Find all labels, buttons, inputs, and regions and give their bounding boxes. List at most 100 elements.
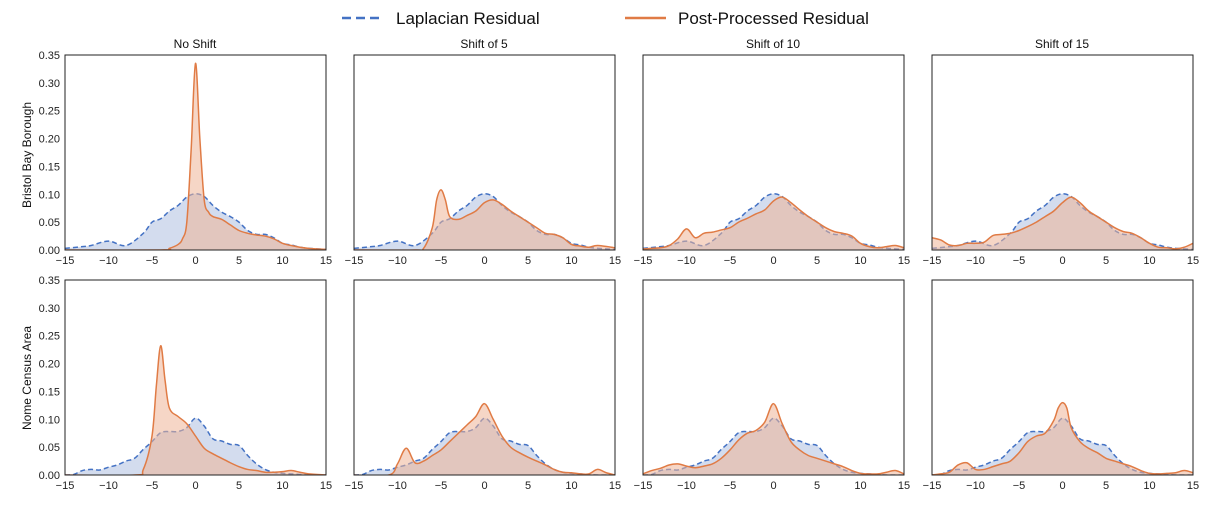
x-tick-label: −5 [435,480,448,492]
panel-frame [353,279,616,476]
postprocessed-residual-line [65,62,326,250]
x-tick-label: −10 [966,480,985,492]
panel-frame [931,279,1194,476]
x-tick-label: 15 [898,480,910,492]
postprocessed-residual-area [643,197,904,250]
row-label-bristol-bay: Bristol Bay Borough [20,102,34,208]
y-tick-label: 0.20 [39,359,60,371]
x-tick-label: 5 [236,255,242,267]
x-tick-label: −15 [923,255,942,267]
legend-label-postprocessed: Post-Processed Residual [678,9,869,28]
x-tick-label: −5 [724,255,737,267]
x-tick-label: 10 [1143,480,1155,492]
y-tick-label: 0.05 [39,442,60,454]
x-tick-label: −15 [56,255,75,267]
x-tick-label: −5 [1013,480,1026,492]
panel-frame [931,54,1194,251]
panel-frame [64,54,327,251]
y-tick-label: 0.30 [39,78,60,90]
panel-frame [353,54,616,251]
panel-nome-census-area-no-shift: −15 −10 −5 0 5 10 15 0.00 0.05 0.10 0.15 0.20 0.25 0.… [39,275,333,492]
x-tick-label: −10 [388,255,407,267]
postprocessed-residual-area [932,402,1193,475]
postprocessed-residual-line [65,344,326,475]
panel-bristol-bay-borough-no-shift: −15 −10 −5 0 5 10 15 0.00 0.05 0.10 0.15 0.20 0.25 0.… [39,50,333,267]
y-tick-label: 0.00 [39,245,60,257]
postprocessed-residual-area [65,63,326,250]
x-tick-label: −5 [435,255,448,267]
x-tick-label: 10 [565,480,577,492]
x-tick-label: 10 [854,255,866,267]
column-title-no-shift: No Shift [174,37,217,51]
panels: −15 −10 −5 0 5 10 15 0.00 0.05 0.10 0.15 0.20 0.25 0.… [39,50,1200,492]
postprocessed-residual-line [354,189,615,250]
x-tick-label: 0 [192,480,198,492]
x-tick-label: 0 [192,255,198,267]
panel-frame [64,279,327,476]
x-tick-label: −10 [99,480,118,492]
x-tick-label: −10 [966,255,985,267]
plot-area [643,402,904,475]
panel-frame [642,279,905,476]
postprocessed-residual-line [932,196,1193,250]
x-tick-label: 15 [609,255,621,267]
y-tick-label: 0.25 [39,106,60,118]
x-tick-label: −15 [634,255,653,267]
x-tick-label: −15 [345,480,364,492]
plot-area [932,401,1193,475]
plot-area [932,192,1193,250]
plot-area [65,62,326,250]
postprocessed-residual-line [643,196,904,250]
x-tick-label: 0 [481,480,487,492]
legend-label-laplacian: Laplacian Residual [396,9,540,28]
x-tick-label: 0 [1059,480,1065,492]
panel-frame [642,54,905,251]
panel-bristol-bay-borough-shift-of-10: −15 −10 −5 0 5 10 15 [634,54,910,267]
x-tick-label: 15 [1187,255,1199,267]
y-tick-label: 0.30 [39,303,60,315]
column-title-shift-10: Shift of 10 [746,37,800,51]
y-tick-label: 0.10 [39,189,60,201]
x-tick-label: −10 [388,480,407,492]
x-tick-label: 0 [770,255,776,267]
panel-nome-census-area-shift-of-10: −15 −10 −5 0 5 10 15 [634,279,910,492]
x-tick-label: −5 [146,480,159,492]
x-tick-label: 10 [1143,255,1155,267]
y-tick-label: 0.15 [39,386,60,398]
y-tick-label: 0.25 [39,331,60,343]
column-title-shift-15: Shift of 15 [1035,37,1089,51]
x-tick-label: 5 [814,480,820,492]
plot-area [354,189,615,250]
x-tick-label: 0 [770,480,776,492]
x-tick-label: −10 [99,255,118,267]
x-tick-label: 0 [481,255,487,267]
x-tick-label: 10 [854,480,866,492]
x-tick-label: 10 [276,480,288,492]
x-tick-label: −5 [724,480,737,492]
x-tick-label: 5 [525,480,531,492]
plot-area [643,192,904,250]
x-tick-label: −10 [677,255,696,267]
panel-nome-census-area-shift-of-15: −15 −10 −5 0 5 10 15 [923,279,1199,492]
panel-nome-census-area-shift-of-5: −15 −10 −5 0 5 10 15 [345,279,621,492]
x-tick-label: −15 [345,255,364,267]
x-tick-label: −5 [1013,255,1026,267]
postprocessed-residual-area [65,345,326,475]
laplacian-residual-line [354,192,615,250]
y-tick-label: 0.20 [39,134,60,146]
x-tick-label: 5 [525,255,531,267]
postprocessed-residual-line [643,402,904,475]
x-tick-label: −5 [146,255,159,267]
x-tick-label: 10 [276,255,288,267]
postprocessed-residual-area [354,403,615,475]
y-tick-label: 0.35 [39,50,60,62]
panel-bristol-bay-borough-shift-of-5: −15 −10 −5 0 5 10 15 [345,54,621,267]
column-title-shift-5: Shift of 5 [460,37,508,51]
x-tick-label: −15 [634,480,653,492]
x-tick-label: 5 [1103,255,1109,267]
postprocessed-residual-line [354,402,615,475]
postprocessed-residual-area [643,403,904,475]
x-tick-label: 10 [565,255,577,267]
legend: Laplacian Residual Post-Processed Residu… [342,9,869,28]
